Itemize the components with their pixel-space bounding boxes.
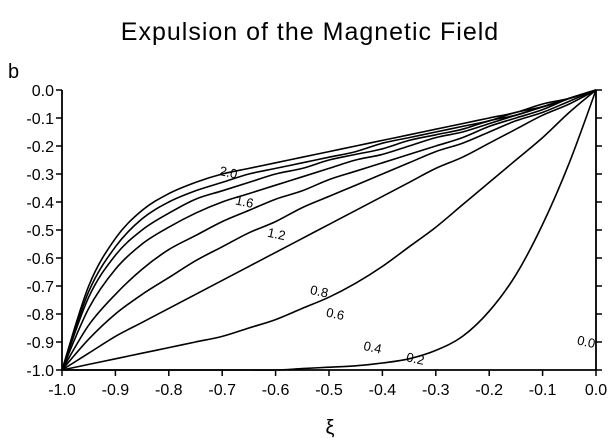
- x-tick-label: 0.0: [585, 382, 607, 399]
- x-tick-label: -0.5: [315, 382, 343, 399]
- x-tick-label: -0.7: [208, 382, 236, 399]
- curve-line: [61, 89, 597, 371]
- y-tick-label: -0.4: [26, 195, 54, 212]
- x-tick-label: -1.0: [48, 382, 76, 399]
- curve-line: [61, 89, 597, 371]
- y-tick-label: -0.5: [26, 223, 54, 240]
- chart-title: Expulsion of the Magnetic Field: [121, 18, 499, 46]
- curve-label: 2.0: [218, 163, 239, 181]
- axis-ticks: -1.0 -0.9 -0.8 -0.7 -0.6 -0.5 -0.4 -0.3 -0.2 -0.1…: [26, 83, 607, 399]
- curve-label: 1.6: [234, 193, 255, 211]
- y-tick-label: -0.9: [26, 335, 54, 352]
- curve-label: 0.2: [405, 349, 426, 367]
- curve-line: [61, 89, 597, 371]
- y-tick-label: -0.1: [26, 111, 54, 128]
- curve-labels: 2.0 1.6 1.2 0.8 0.6 0.4 0.2 0.0: [218, 163, 597, 368]
- x-tick-label: -0.4: [369, 382, 397, 399]
- curve-label: 0.4: [362, 338, 383, 356]
- y-tick-label: -1.0: [26, 363, 54, 380]
- curve-label: 0.8: [309, 282, 330, 300]
- x-tick-label: -0.9: [102, 382, 130, 399]
- y-tick-label: -0.3: [26, 167, 54, 184]
- x-tick-label: -0.3: [422, 382, 450, 399]
- y-tick-label: -0.8: [26, 307, 54, 324]
- x-tick-label: -0.1: [529, 382, 557, 399]
- curve-label: 0.6: [325, 305, 346, 323]
- curves: [61, 89, 597, 371]
- y-tick-label: 0.0: [32, 83, 54, 100]
- y-axis-label: b: [8, 61, 19, 83]
- x-axis-label: ξ: [326, 417, 335, 438]
- curve-line: [61, 89, 597, 371]
- y-tick-label: -0.7: [26, 279, 54, 296]
- curve-line: [61, 89, 597, 371]
- y-tick-label: -0.2: [26, 139, 54, 156]
- x-tick-label: -0.8: [155, 382, 183, 399]
- curve-line: [61, 89, 597, 371]
- y-tick-label: -0.6: [26, 251, 54, 268]
- curve-label: 1.2: [266, 225, 287, 243]
- x-tick-label: -0.2: [475, 382, 503, 399]
- x-tick-label: -0.6: [262, 382, 290, 399]
- curve-line: [61, 89, 597, 371]
- curve-line: [61, 89, 597, 371]
- curve-label: 0.0: [576, 333, 597, 351]
